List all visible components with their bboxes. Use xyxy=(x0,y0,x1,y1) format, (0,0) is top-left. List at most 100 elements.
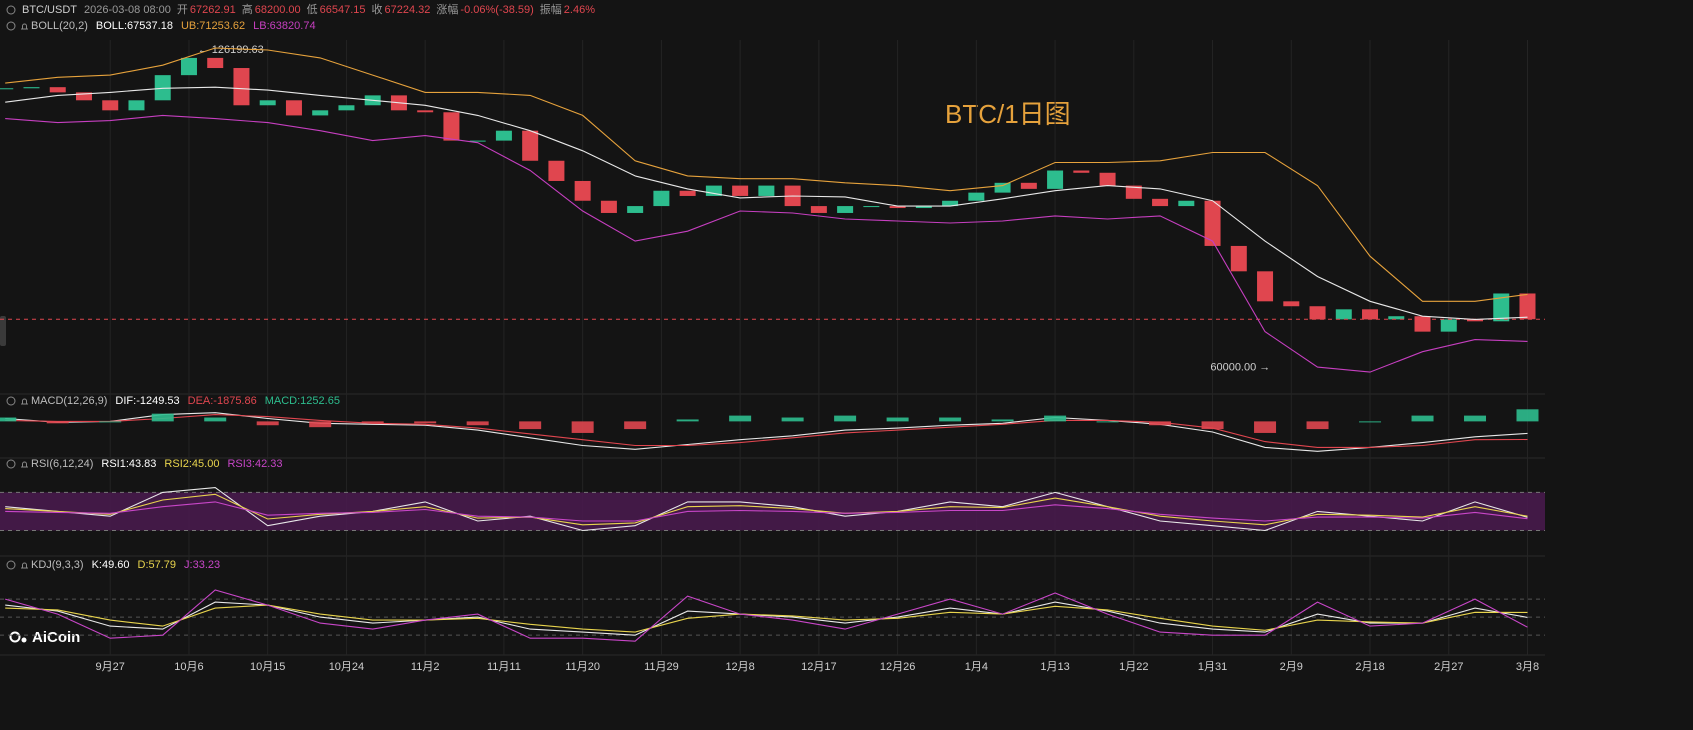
line xyxy=(5,501,1528,522)
legend-title: KDJ(9,3,3) xyxy=(31,559,84,571)
candle xyxy=(285,100,302,116)
x-tick-label: 1月13 xyxy=(1040,661,1069,673)
candle xyxy=(548,160,565,181)
histogram-bar xyxy=(834,415,857,422)
candle xyxy=(915,206,932,209)
x-tick-label: 11月11 xyxy=(487,661,521,673)
candle xyxy=(837,206,854,213)
candle xyxy=(574,180,591,201)
legend: MACD(12,26,9) DIF:-1249.53 DEA:-1875.86 MAC… xyxy=(31,395,340,407)
line xyxy=(5,604,1528,633)
candle xyxy=(994,182,1011,193)
logo-icon xyxy=(21,637,27,643)
candle xyxy=(1178,200,1195,207)
x-tick-label: 10月24 xyxy=(329,661,364,673)
header: BTC/USDT 2026-03-08 08:00 开 67262.91 高 68200.… xyxy=(22,2,595,16)
candle xyxy=(1519,293,1536,320)
logo-text: AiCoin xyxy=(32,629,80,646)
histogram-bar xyxy=(466,421,489,426)
histogram-bar xyxy=(0,417,17,422)
candle xyxy=(128,100,145,111)
legend-icon xyxy=(6,396,16,406)
candle xyxy=(180,57,197,76)
line xyxy=(5,412,1528,452)
candle xyxy=(1335,309,1352,320)
histogram-bar xyxy=(991,419,1014,422)
candle xyxy=(1204,200,1221,246)
scroll-handle[interactable] xyxy=(0,316,6,346)
legend-icon xyxy=(6,560,16,570)
candle xyxy=(732,185,749,196)
histogram-bar xyxy=(624,421,647,430)
watermark: BTC/1日图 xyxy=(945,99,1071,129)
x-tick-label: 1月22 xyxy=(1119,661,1148,673)
candle xyxy=(1099,172,1116,186)
candle xyxy=(1414,316,1431,332)
candle xyxy=(1073,170,1090,173)
histogram-bar xyxy=(886,417,909,422)
candle xyxy=(154,75,171,101)
candle xyxy=(679,190,696,196)
candle xyxy=(49,87,66,93)
candle xyxy=(338,105,355,111)
legend-entry: UB:71253.62 xyxy=(181,20,245,32)
x-tick-label: 11月2 xyxy=(411,661,440,673)
annotation: ← 126199.63 xyxy=(198,44,264,56)
candle xyxy=(23,87,40,89)
candle xyxy=(1047,170,1064,189)
candle xyxy=(600,200,617,213)
candle xyxy=(758,185,775,196)
candle xyxy=(259,100,276,106)
candle xyxy=(1309,306,1326,320)
legend-title: BOLL(20,2) xyxy=(31,20,88,32)
logo-icon xyxy=(9,631,21,643)
legend-entry: D:57.79 xyxy=(138,559,177,571)
x-tick-label: 12月17 xyxy=(801,661,836,673)
legend-entry: MACD:1252.65 xyxy=(265,395,340,407)
histogram-bar xyxy=(1516,409,1539,422)
histogram-bar xyxy=(1464,415,1487,422)
legend-title: RSI(6,12,24) xyxy=(31,458,93,470)
x-tick-label: 1月31 xyxy=(1198,661,1227,673)
legend: BOLL(20,2) BOLL:67537.18 UB:71253.62 LB:638… xyxy=(31,20,316,32)
histogram-bar xyxy=(1201,421,1224,430)
histogram-bar xyxy=(151,413,174,422)
field-label: 收 xyxy=(372,2,383,16)
histogram-bar xyxy=(781,417,804,422)
legend-entry: K:49.60 xyxy=(92,559,130,571)
candle xyxy=(233,68,250,106)
x-tick-label: 12月8 xyxy=(725,661,754,673)
candle xyxy=(1230,245,1247,272)
header-icon xyxy=(6,5,16,15)
histogram-bar xyxy=(46,421,69,424)
histogram-bar xyxy=(1254,421,1277,433)
x-tick-label: 10月15 xyxy=(250,661,285,673)
line xyxy=(5,47,1528,302)
candle xyxy=(1283,301,1300,307)
histogram-bar xyxy=(519,421,542,430)
candle xyxy=(1152,198,1169,207)
histogram-bar xyxy=(99,421,122,423)
legend: RSI(6,12,24) RSI1:43.83 RSI2:45.00 RSI3:42.… xyxy=(31,458,283,470)
candle xyxy=(810,206,827,213)
candle xyxy=(1493,293,1510,322)
candle xyxy=(312,110,329,116)
x-tick-label: 10月6 xyxy=(174,661,203,673)
field-value: 66547.15 xyxy=(320,4,366,16)
candle xyxy=(495,130,512,141)
legend-bell xyxy=(21,23,28,30)
candle xyxy=(1440,319,1457,332)
x-tick-label: 2月27 xyxy=(1434,661,1463,673)
histogram-bar xyxy=(309,421,332,428)
legend-entry: J:33.23 xyxy=(184,559,220,571)
legend-title: MACD(12,26,9) xyxy=(31,395,107,407)
candle xyxy=(627,206,644,213)
histogram-bar xyxy=(361,421,384,424)
histogram-bar xyxy=(414,421,437,424)
histogram-bar xyxy=(1306,421,1329,430)
field-value: 67262.91 xyxy=(190,4,236,16)
legend-entry: BOLL:67537.18 xyxy=(96,20,173,32)
line xyxy=(5,493,1528,526)
candle xyxy=(942,200,959,207)
